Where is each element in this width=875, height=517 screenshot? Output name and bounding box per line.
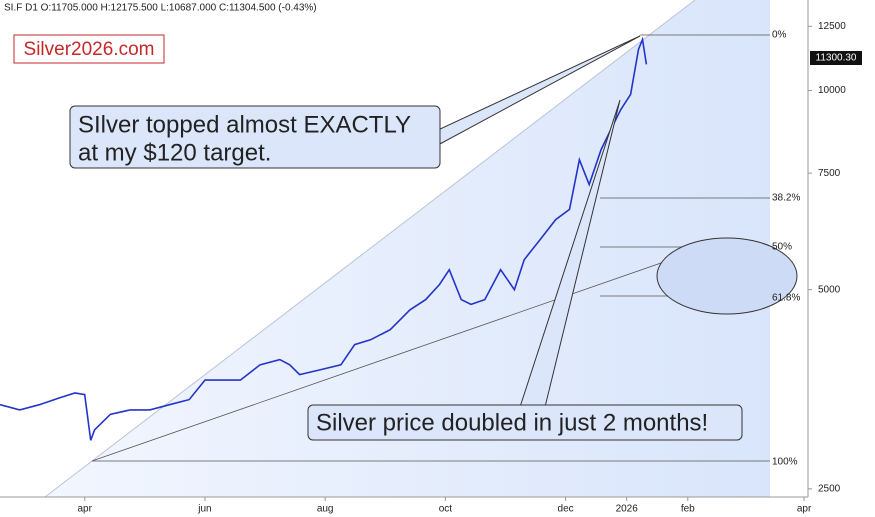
x-tick-label: dec: [558, 504, 574, 515]
x-tick-label: apr: [797, 504, 812, 515]
y-tick-label: 2500: [818, 483, 841, 494]
fib-label: 0%: [772, 30, 787, 41]
x-tick-label: apr: [78, 504, 93, 515]
diagonal: [44, 0, 696, 498]
callout-text: SIlver topped almost EXACTLY: [78, 111, 411, 138]
callout-box: [307, 404, 743, 441]
fib-label: 100%: [772, 457, 798, 468]
price-label: 11300.30: [816, 53, 857, 64]
fib-label: 50%: [772, 242, 792, 253]
target-ellipse: [656, 237, 798, 315]
fib-label: 38.2%: [772, 193, 800, 204]
y-tick-label: 7500: [818, 168, 841, 179]
x-tick-label: jun: [197, 504, 211, 515]
fib-label: 61.8%: [772, 293, 800, 304]
callout-text: at my $120 target.: [78, 139, 271, 166]
price-box: [810, 51, 862, 65]
fib-zone: [45, 0, 770, 497]
y-tick-label: 12500: [818, 21, 846, 32]
chart-title: SI.F D1 O:11705.000 H:12175.500 L:10687.…: [4, 3, 317, 14]
callout-text: Silver price doubled in just 2 months!: [316, 409, 708, 436]
x-tick-label: 2026: [616, 504, 639, 515]
logo: Silver2026.com: [24, 39, 155, 60]
x-tick-label: feb: [681, 504, 695, 515]
price-line: [0, 36, 648, 441]
logo-box: [13, 34, 165, 64]
y-tick-label: 5000: [818, 284, 841, 295]
x-tick-label: aug: [317, 504, 334, 515]
y-tick-label: 10000: [818, 85, 846, 96]
callout-box: [69, 105, 441, 169]
fib-lines: [91, 34, 770, 462]
x-tick-label: oct: [439, 504, 453, 515]
